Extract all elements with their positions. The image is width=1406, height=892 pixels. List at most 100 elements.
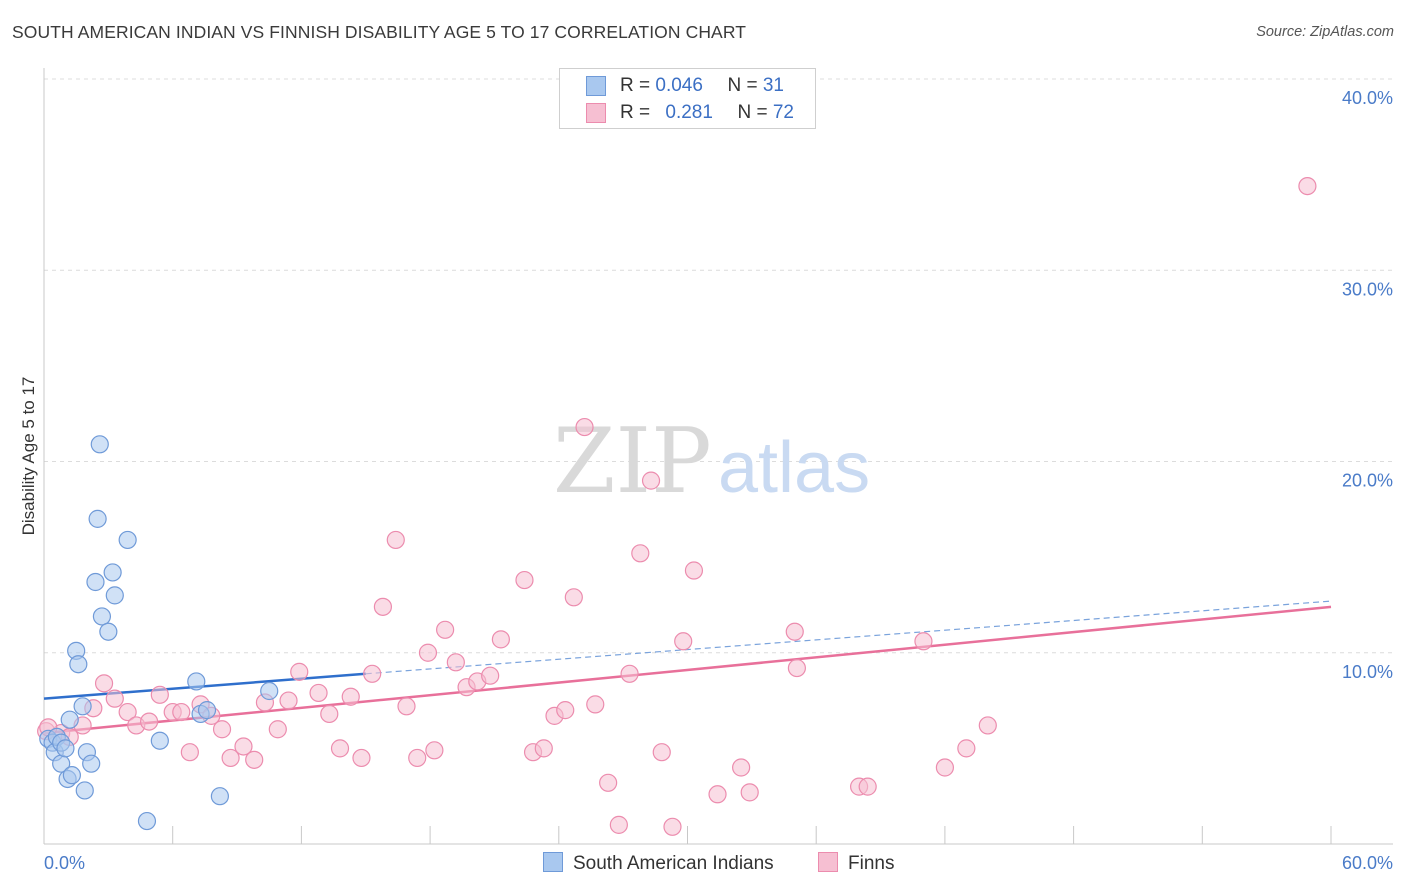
point-finn xyxy=(599,773,618,792)
point-finn xyxy=(957,739,976,758)
point-finn xyxy=(386,530,405,550)
point-finn xyxy=(663,817,682,836)
point-finn xyxy=(935,758,955,777)
y-tick-label: 20.0% xyxy=(1342,471,1393,491)
point-finn xyxy=(674,632,693,651)
point-finn xyxy=(320,704,339,724)
point-south-american-indian xyxy=(210,787,229,806)
point-finn xyxy=(352,748,371,768)
legend-r-label: R = xyxy=(620,75,656,96)
point-finn xyxy=(641,471,661,490)
point-finn xyxy=(221,748,240,768)
bottom-legend-swatch-pink xyxy=(818,852,838,872)
legend-r-value: 0.281 xyxy=(665,102,713,123)
trendline-finns xyxy=(43,605,1332,735)
point-south-american-indian xyxy=(82,754,101,773)
legend-swatch-blue xyxy=(586,76,606,96)
legend-swatch-pink xyxy=(586,103,606,123)
chart-title: SOUTH AMERICAN INDIAN VS FINNISH DISABIL… xyxy=(12,22,747,42)
legend-n-value: 72 xyxy=(772,102,794,123)
point-finn xyxy=(290,662,309,681)
point-south-american-indian xyxy=(56,739,75,758)
legend-n-label: N = xyxy=(727,75,763,96)
point-south-american-indian xyxy=(73,697,92,716)
y-tick-label: 40.0% xyxy=(1342,88,1393,108)
point-south-american-indian xyxy=(62,766,81,785)
point-finn xyxy=(564,588,583,607)
bottom-legend-swatch-blue xyxy=(543,852,563,872)
legend-r-value: 0.046 xyxy=(655,75,703,96)
point-finn xyxy=(732,758,751,777)
point-finn xyxy=(858,777,877,796)
point-finn xyxy=(150,685,169,704)
bottom-legend-south-american-indians: South American Indians xyxy=(543,852,774,875)
point-finn xyxy=(180,743,199,762)
point-finn xyxy=(708,785,727,804)
point-south-american-indian xyxy=(69,655,88,674)
point-finn xyxy=(94,674,114,693)
point-finn xyxy=(363,664,382,683)
point-finn xyxy=(978,716,997,735)
grid-layer xyxy=(44,78,1393,654)
point-finn xyxy=(740,783,759,802)
point-finn xyxy=(534,739,553,758)
point-finn xyxy=(620,664,639,683)
point-finn xyxy=(446,653,465,672)
point-finn xyxy=(268,720,287,739)
legend-n-value: 31 xyxy=(762,75,784,96)
bottom-legend-label: South American Indians xyxy=(573,853,774,874)
point-south-american-indian xyxy=(99,622,118,641)
point-finn xyxy=(515,570,534,590)
point-finn xyxy=(309,683,328,703)
y-axis-label: Disability Age 5 to 17 xyxy=(19,377,38,536)
point-south-american-indian xyxy=(197,701,217,720)
point-finn xyxy=(481,666,500,685)
point-finn xyxy=(234,737,253,756)
point-finn xyxy=(556,701,575,720)
x-tick-label-max: 60.0% xyxy=(1342,853,1393,873)
source-credit: Source: ZipAtlas.com xyxy=(1256,24,1394,40)
point-finn xyxy=(609,815,628,834)
legend-r-label: R = xyxy=(620,102,656,123)
point-finn xyxy=(212,720,232,739)
point-south-american-indian xyxy=(88,509,107,528)
point-south-american-indian xyxy=(105,586,124,605)
point-finn xyxy=(436,620,455,639)
point-finn xyxy=(787,658,806,678)
trendline-extension-south-american-indians xyxy=(365,600,1332,675)
point-finn xyxy=(140,712,159,731)
axis-layer xyxy=(43,68,1393,845)
point-south-american-indian xyxy=(75,781,94,800)
point-finn xyxy=(425,741,444,760)
point-finn xyxy=(397,697,416,716)
point-finn xyxy=(491,630,510,649)
point-finn xyxy=(418,643,438,662)
point-finn xyxy=(914,632,933,651)
point-finn xyxy=(172,702,191,722)
trendline-south-american-indians xyxy=(43,672,366,700)
point-finn xyxy=(341,687,360,706)
trend-layer xyxy=(43,600,1332,735)
point-finn xyxy=(684,561,704,580)
point-finn xyxy=(1298,177,1317,196)
point-south-american-indian xyxy=(90,435,109,454)
point-finn xyxy=(586,695,605,714)
point-south-american-indian xyxy=(260,681,279,701)
point-finn xyxy=(785,622,804,641)
point-finn xyxy=(373,597,393,616)
x-tick-label-min: 0.0% xyxy=(44,853,85,873)
label-layer: 10.0% 20.0% 30.0% 40.0% 0.0% 60.0% Disability … xyxy=(19,88,1393,873)
point-south-american-indian xyxy=(137,811,157,831)
bottom-legend-finns: Finns xyxy=(818,852,894,875)
point-south-american-indian xyxy=(86,572,105,592)
watermark-atlas: atlas xyxy=(718,428,870,508)
point-finn xyxy=(105,689,124,708)
point-finn xyxy=(652,743,671,762)
point-finn xyxy=(330,739,350,758)
point-finn xyxy=(118,702,137,722)
point-finn xyxy=(631,544,650,563)
point-south-american-indian xyxy=(150,731,169,750)
point-south-american-indian xyxy=(92,607,112,626)
point-south-american-indian xyxy=(103,563,122,582)
